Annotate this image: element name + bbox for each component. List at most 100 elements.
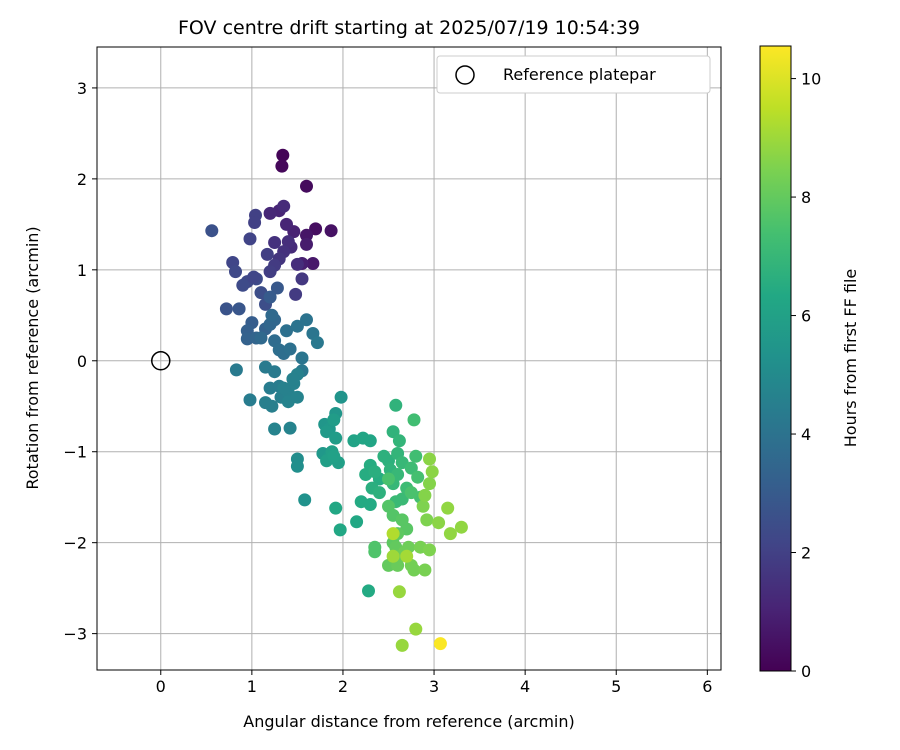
reference-marker: [151, 351, 171, 371]
scatter-point: [306, 257, 320, 270]
y-tick-label: −3: [63, 625, 87, 644]
scatter-point: [286, 372, 300, 386]
y-tick-label: 3: [77, 79, 87, 98]
colorbar-tick-label: 0: [801, 662, 811, 681]
x-tick-label: 4: [520, 677, 530, 696]
scatter-point: [248, 216, 262, 229]
scatter-point: [219, 302, 233, 316]
scatter-point: [327, 413, 341, 427]
scatter-point: [254, 331, 268, 345]
scatter-point: [247, 270, 261, 284]
legend-box: [436, 55, 711, 94]
scatter-point: [392, 434, 406, 448]
scatter-point: [300, 228, 313, 242]
scatter-point: [300, 179, 313, 193]
scatter-point: [395, 492, 409, 506]
scatter-points: [205, 148, 468, 652]
scatter-point: [420, 513, 434, 527]
scatter-point: [443, 527, 457, 541]
scatter-point: [290, 390, 304, 404]
scatter-point: [423, 543, 436, 557]
scatter-point: [277, 381, 291, 395]
scatter-point: [333, 523, 347, 537]
y-axis-label: Rotation from reference (arcmin): [23, 226, 42, 489]
scatter-point: [423, 477, 436, 491]
scatter-point: [243, 232, 257, 246]
plot-background: [97, 47, 721, 670]
scatter-point: [236, 278, 250, 292]
scatter-point: [263, 265, 277, 279]
scatter-point: [409, 622, 423, 636]
legend-marker-icon: [455, 65, 475, 85]
scatter-point: [411, 470, 425, 484]
scatter-point: [205, 224, 219, 238]
colorbar: 0 2 4 6 8 10 Hours from first FF file: [759, 45, 860, 681]
scatter-point: [334, 390, 348, 404]
scatter-point: [265, 399, 279, 413]
scatter-point: [275, 159, 289, 173]
scatter-point: [229, 363, 243, 377]
scatter-point: [400, 549, 414, 563]
scatter-point: [290, 459, 304, 473]
scatter-point: [329, 501, 343, 515]
scatter-point: [263, 206, 277, 220]
scatter-point: [407, 413, 421, 427]
scatter-point: [329, 431, 343, 445]
scatter-point: [404, 486, 418, 500]
colorbar-tick-label: 4: [801, 425, 811, 444]
scatter-point: [418, 563, 432, 577]
scatter-point: [404, 461, 418, 475]
chart-title: FOV centre drift starting at 2025/07/19 …: [178, 17, 640, 39]
scatter-point: [281, 235, 295, 249]
scatter-point: [298, 493, 312, 507]
scatter-point: [423, 452, 436, 466]
scatter-point: [300, 237, 313, 251]
scatter-point: [283, 421, 297, 435]
scatter-point: [280, 217, 293, 231]
y-tick-label: 1: [77, 261, 87, 280]
scatter-point: [368, 465, 382, 479]
scatter-point: [270, 281, 284, 295]
scatter-point: [295, 351, 309, 365]
y-tick-label: −2: [63, 534, 87, 553]
x-axis-label: Angular distance from reference (arcmin): [243, 712, 574, 731]
scatter-point: [395, 638, 409, 652]
scatter-point: [300, 313, 313, 327]
legend: Reference platepar: [436, 55, 711, 94]
scatter-point: [283, 342, 297, 356]
scatter-point: [432, 516, 446, 530]
scatter-point: [386, 549, 400, 563]
x-tick-label: 1: [247, 677, 257, 696]
scatter-point: [295, 272, 309, 286]
scatter-point: [392, 585, 406, 599]
scatter-point: [362, 584, 375, 598]
x-tick-label: 6: [702, 677, 712, 696]
scatter-point: [418, 488, 432, 502]
scatter-point: [260, 247, 274, 261]
scatter-point: [327, 449, 341, 463]
scatter-point: [441, 501, 455, 515]
scatter-point: [265, 308, 279, 322]
y-axis-ticks: −3 −2 −1 0 1 2 3: [63, 79, 97, 644]
y-tick-label: 0: [77, 352, 87, 371]
scatter-point: [280, 324, 293, 338]
y-tick-label: 2: [77, 170, 87, 189]
x-axis-ticks: 0 1 2 3 4 5 6: [156, 670, 712, 696]
scatter-point: [277, 199, 291, 213]
scatter-point: [372, 486, 386, 500]
scatter-point: [289, 287, 303, 301]
y-tick-label: −1: [63, 443, 87, 462]
x-tick-label: 3: [429, 677, 439, 696]
plot-area: 0 1 2 3 4 5 6 −3 −2 −1 0 1 2 3: [63, 46, 722, 696]
x-tick-label: 5: [611, 677, 621, 696]
scatter-point: [268, 236, 282, 249]
scatter-point: [425, 465, 439, 479]
scatter-point: [363, 434, 377, 448]
scatter-point: [350, 515, 364, 529]
colorbar-tick-label: 6: [801, 307, 811, 326]
scatter-point: [386, 425, 400, 439]
scatter-point: [409, 449, 423, 463]
colorbar-gradient: [759, 45, 792, 672]
scatter-point: [243, 393, 257, 407]
colorbar-ticks: 0 2 4 6 8 10: [791, 70, 821, 681]
